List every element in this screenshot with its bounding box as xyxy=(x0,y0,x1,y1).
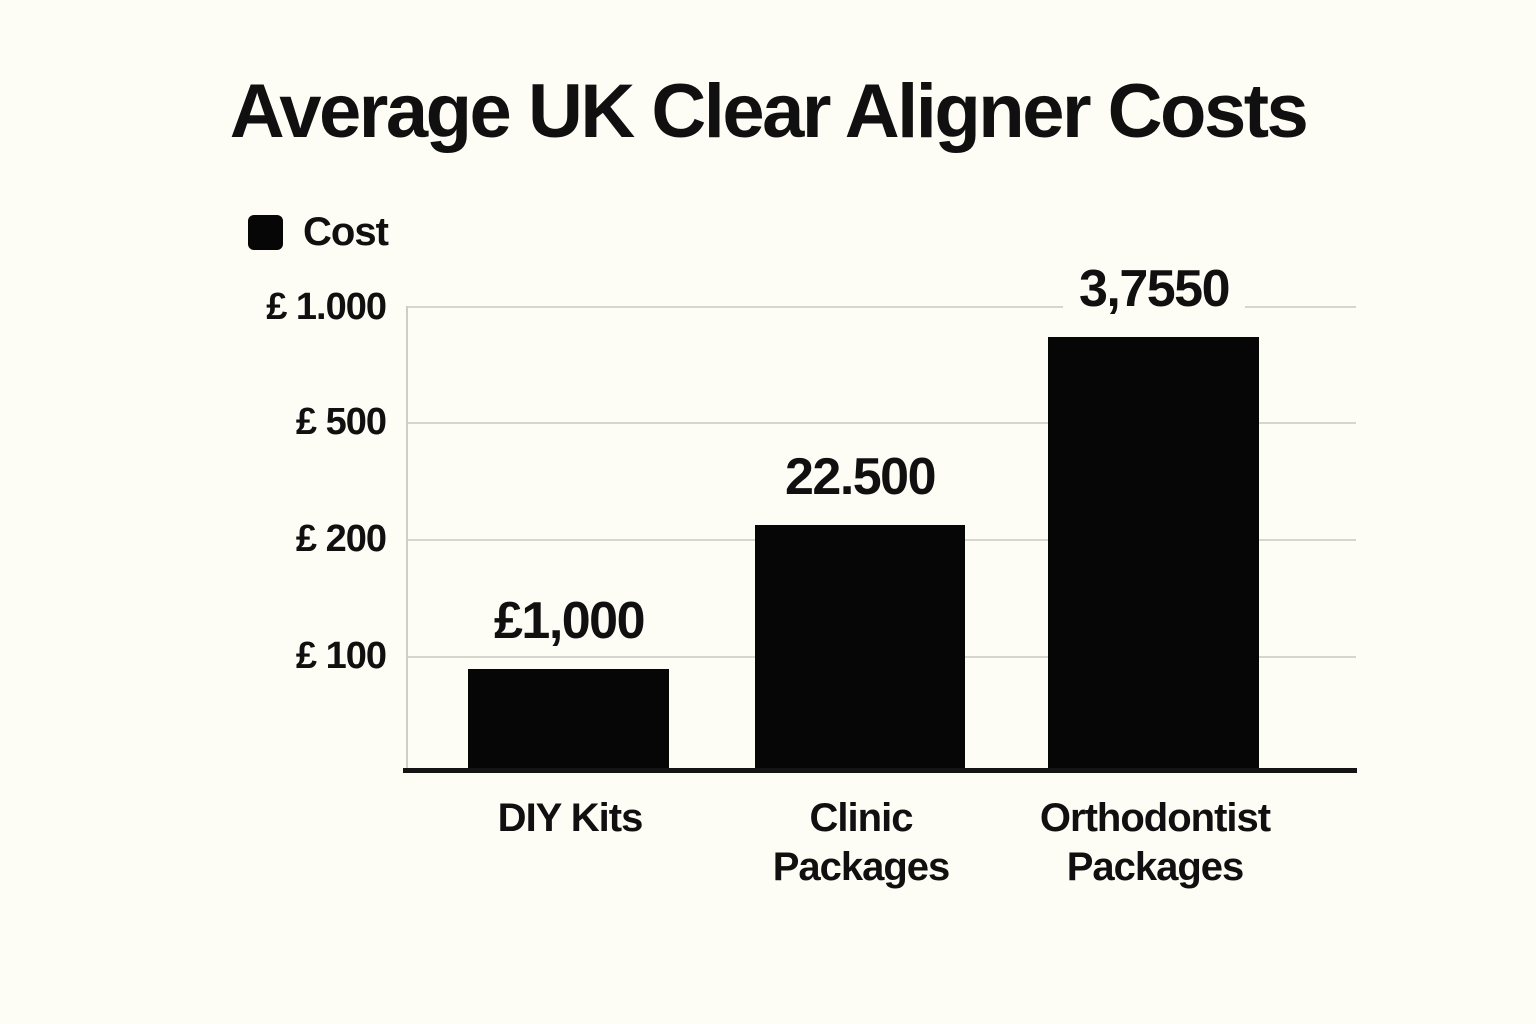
bar-diy-kits xyxy=(468,669,669,771)
x-category-line: Orthodontist xyxy=(1039,796,1271,840)
y-axis-line xyxy=(406,306,408,771)
legend-label: Cost xyxy=(303,210,389,254)
bar-value-label: 3,7550 xyxy=(1062,257,1246,321)
legend: Cost xyxy=(248,210,389,255)
x-axis-line xyxy=(403,768,1357,773)
x-category-label: Orthodontist Packages xyxy=(1039,794,1271,892)
legend-swatch-icon xyxy=(248,215,283,250)
chart-title: Average UK Clear Aligner Costs xyxy=(229,69,1309,154)
x-category-line: DIY Kits xyxy=(497,796,644,840)
y-tick-label: £ 500 xyxy=(295,401,387,443)
bar-clinic-packages xyxy=(755,525,965,771)
x-category-label: DIY Kits xyxy=(497,794,644,843)
gridline xyxy=(406,306,1356,308)
bar-orthodontist-packages xyxy=(1048,337,1259,771)
y-tick-label: £ 200 xyxy=(295,518,387,560)
x-category-label: Clinic Packages xyxy=(772,794,951,892)
bar-value-label: £1,000 xyxy=(477,589,661,653)
y-tick-label: £ 100 xyxy=(295,635,387,677)
x-category-line: Clinic xyxy=(809,796,914,840)
x-category-line: Packages xyxy=(1066,845,1245,889)
y-tick-label: £ 1.000 xyxy=(266,286,387,328)
x-category-line: Packages xyxy=(772,845,951,889)
gridline xyxy=(406,422,1356,424)
bar-value-label: 22.500 xyxy=(768,445,952,509)
plot-area: £1,000 22.500 3,7550 xyxy=(403,257,1357,773)
